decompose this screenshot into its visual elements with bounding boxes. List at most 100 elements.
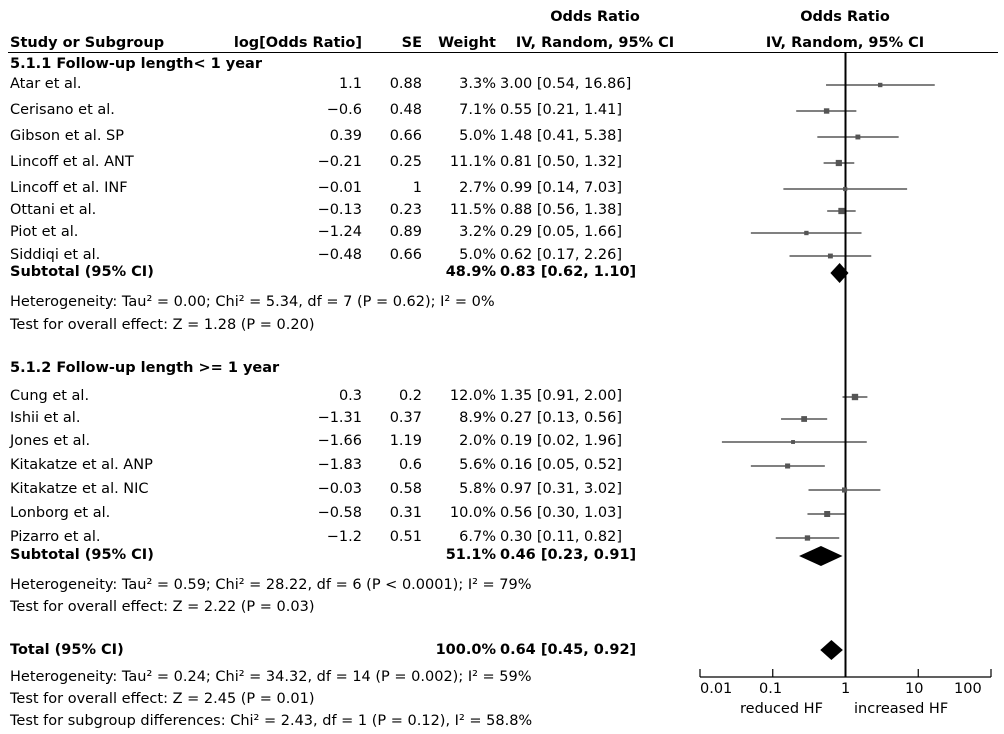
study-name: Gibson et al. SP bbox=[10, 128, 124, 144]
axis-label-left: reduced HF bbox=[740, 701, 823, 717]
log-odds-value: −1.83 bbox=[317, 457, 362, 473]
weight-value: 6.7% bbox=[459, 529, 496, 545]
weight-value: 8.9% bbox=[459, 410, 496, 426]
study-point bbox=[823, 108, 830, 114]
study-point bbox=[878, 82, 883, 88]
se-value: 0.89 bbox=[389, 224, 422, 240]
log-odds-value: −0.03 bbox=[317, 481, 362, 497]
tick-label-0.1: 0.1 bbox=[759, 681, 783, 697]
odds-ratio-ci: 0.27 [0.13, 0.56] bbox=[500, 410, 622, 426]
study-name: Lonborg et al. bbox=[10, 505, 111, 521]
odds-ratio-ci: 0.19 [0.02, 1.96] bbox=[500, 433, 622, 449]
subgroup-differences-text: Test for subgroup differences: Chi² = 2.… bbox=[10, 713, 533, 729]
header-or-bottom: IV, Random, 95% CI bbox=[515, 35, 675, 51]
total-overall-effect-text: Test for overall effect: Z = 2.45 (P = 0… bbox=[10, 691, 315, 707]
study-name: Cerisano et al. bbox=[10, 102, 115, 118]
log-odds-value: 0.3 bbox=[338, 388, 362, 404]
log-odds-value: −0.48 bbox=[317, 247, 362, 263]
study-name: Kitakatze et al. ANP bbox=[10, 457, 153, 473]
subtotal-label: Subtotal (95% CI) bbox=[10, 547, 154, 563]
header-plot-top: Odds Ratio bbox=[800, 9, 890, 25]
log-odds-value: −0.6 bbox=[326, 102, 362, 118]
odds-ratio-ci: 0.62 [0.17, 2.26] bbox=[500, 247, 622, 263]
log-odds-value: −1.2 bbox=[326, 529, 362, 545]
weight-value: 11.1% bbox=[449, 154, 496, 170]
log-odds-value: −0.13 bbox=[317, 202, 362, 218]
study-point bbox=[843, 186, 848, 192]
weight-value: 5.0% bbox=[459, 247, 496, 263]
subtotal-diamond bbox=[799, 546, 843, 566]
study-name: Kitakatze et al. NIC bbox=[10, 481, 149, 497]
se-value: 0.25 bbox=[389, 154, 422, 170]
weight-value: 3.2% bbox=[459, 224, 496, 240]
log-odds-value: 0.39 bbox=[329, 128, 362, 144]
odds-ratio-ci: 0.88 [0.56, 1.38] bbox=[500, 202, 622, 218]
tick-label-10: 10 bbox=[905, 681, 924, 697]
se-value: 0.48 bbox=[389, 102, 422, 118]
weight-value: 7.1% bbox=[459, 102, 496, 118]
study-point bbox=[827, 253, 833, 259]
log-odds-value: −1.66 bbox=[317, 433, 362, 449]
study-point bbox=[841, 487, 848, 493]
overall-effect-text: Test for overall effect: Z = 2.22 (P = 0… bbox=[10, 599, 315, 615]
odds-ratio-ci: 1.48 [0.41, 5.38] bbox=[500, 128, 622, 144]
axis-label-right: increased HF bbox=[854, 701, 949, 717]
odds-ratio-ci: 0.16 [0.05, 0.52] bbox=[500, 457, 622, 473]
log-odds-value: −1.31 bbox=[317, 410, 362, 426]
subtotal-weight: 51.1% bbox=[445, 547, 496, 563]
odds-ratio-ci: 0.30 [0.11, 0.82] bbox=[500, 529, 622, 545]
study-point bbox=[804, 230, 809, 236]
header-study: Study or Subgroup bbox=[10, 35, 165, 51]
se-value: 1.19 bbox=[389, 433, 422, 449]
study-name: Ottani et al. bbox=[10, 202, 97, 218]
header-or-top: Odds Ratio bbox=[550, 9, 640, 25]
se-value: 1 bbox=[412, 180, 422, 196]
odds-ratio-ci: 0.99 [0.14, 7.03] bbox=[500, 180, 622, 196]
se-value: 0.6 bbox=[398, 457, 422, 473]
se-value: 0.66 bbox=[389, 128, 422, 144]
study-name: Cung et al. bbox=[10, 388, 90, 404]
weight-value: 10.0% bbox=[449, 505, 496, 521]
odds-ratio-ci: 0.55 [0.21, 1.41] bbox=[500, 102, 622, 118]
weight-value: 12.0% bbox=[449, 388, 496, 404]
se-value: 0.51 bbox=[389, 529, 422, 545]
header-plot-bottom: IV, Random, 95% CI bbox=[765, 35, 925, 51]
subtotal-weight: 48.9% bbox=[445, 264, 496, 280]
heterogeneity-text: Heterogeneity: Tau² = 0.59; Chi² = 28.22… bbox=[10, 577, 532, 593]
se-value: 0.58 bbox=[389, 481, 422, 497]
study-name: Piot et al. bbox=[10, 224, 79, 240]
study-name: Pizarro et al. bbox=[10, 529, 101, 545]
weight-value: 2.7% bbox=[459, 180, 496, 196]
subtotal-ci: 0.46 [0.23, 0.91] bbox=[500, 547, 637, 563]
se-value: 0.2 bbox=[398, 388, 422, 404]
odds-ratio-ci: 0.97 [0.31, 3.02] bbox=[500, 481, 622, 497]
study-point bbox=[838, 207, 845, 215]
study-name: Lincoff et al. ANT bbox=[10, 154, 134, 170]
heterogeneity-text: Heterogeneity: Tau² = 0.00; Chi² = 5.34,… bbox=[10, 294, 495, 310]
header-rule bbox=[8, 52, 998, 53]
group-title: 5.1.1 Follow-up length< 1 year bbox=[10, 56, 262, 72]
log-odds-value: −1.24 bbox=[317, 224, 362, 240]
total-diamond bbox=[820, 640, 843, 660]
total-label: Total (95% CI) bbox=[10, 642, 124, 658]
tick-label-1: 1 bbox=[841, 681, 851, 697]
total-heterogeneity-text: Heterogeneity: Tau² = 0.24; Chi² = 34.32… bbox=[10, 669, 532, 685]
weight-value: 5.0% bbox=[459, 128, 496, 144]
subtotal-label: Subtotal (95% CI) bbox=[10, 264, 154, 280]
se-value: 0.37 bbox=[389, 410, 422, 426]
se-value: 0.23 bbox=[389, 202, 422, 218]
study-point bbox=[824, 511, 831, 517]
study-point bbox=[791, 440, 795, 444]
log-odds-value: −0.58 bbox=[317, 505, 362, 521]
weight-value: 5.8% bbox=[459, 481, 496, 497]
odds-ratio-ci: 0.81 [0.50, 1.32] bbox=[500, 154, 622, 170]
se-value: 0.88 bbox=[389, 76, 422, 92]
study-name: Siddiqi et al. bbox=[10, 247, 101, 263]
overall-effect-text: Test for overall effect: Z = 1.28 (P = 0… bbox=[10, 317, 315, 333]
odds-ratio-ci: 3.00 [0.54, 16.86] bbox=[500, 76, 632, 92]
se-value: 0.31 bbox=[389, 505, 422, 521]
subtotal-diamond bbox=[830, 263, 849, 283]
log-odds-value: −0.01 bbox=[317, 180, 362, 196]
log-odds-value: −0.21 bbox=[317, 154, 362, 170]
